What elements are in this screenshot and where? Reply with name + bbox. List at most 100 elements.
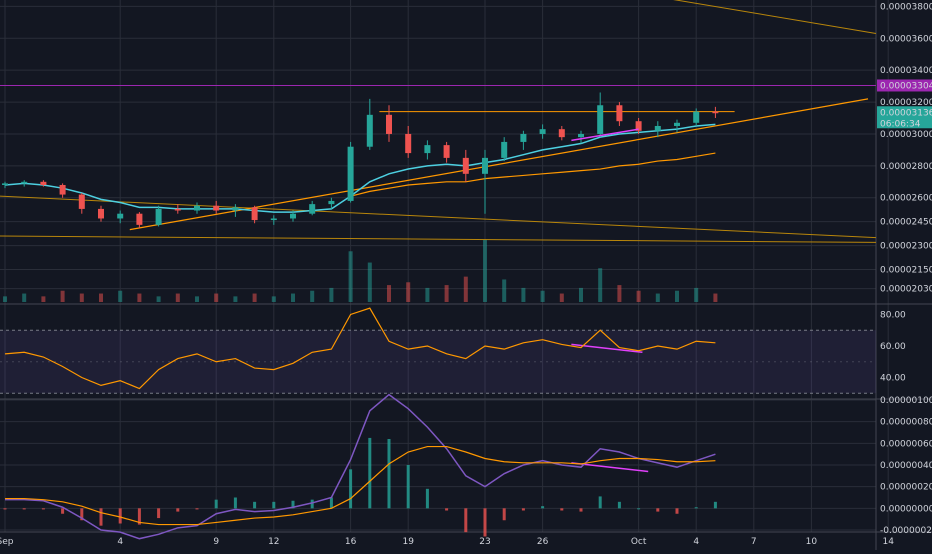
candle-body: [78, 194, 85, 209]
macd-histogram-bar: [272, 501, 276, 509]
macd-histogram-bar: [464, 508, 468, 533]
candle-body: [616, 105, 623, 122]
volume-bar: [502, 279, 507, 302]
candle-body: [539, 129, 546, 134]
rsi-tick-label: 80.00: [880, 310, 906, 320]
candle-body: [328, 200, 335, 205]
candle-body: [21, 181, 28, 184]
volume-bar: [521, 287, 526, 302]
candle-body: [597, 105, 604, 134]
candle-body: [194, 205, 200, 211]
volume-bar: [348, 251, 353, 302]
macd-histogram-bar: [310, 499, 314, 509]
candle-body: [386, 114, 392, 134]
macd-histogram-bar: [118, 508, 122, 524]
macd-histogram-bar: [637, 508, 641, 510]
macd-tick-label: 0.00000000: [880, 504, 932, 514]
x-axis-label: Oct: [631, 537, 647, 547]
candle-body: [674, 122, 680, 126]
volume-bar: [579, 287, 583, 302]
volume-bar: [540, 290, 545, 302]
volume-bar: [367, 262, 372, 302]
candle-body: [462, 157, 469, 174]
candle-body: [347, 146, 354, 201]
macd-histogram-bar: [406, 465, 410, 509]
volume-bar: [598, 268, 603, 302]
candle-body: [693, 111, 700, 123]
candle-body: [2, 183, 8, 185]
candle-body: [98, 208, 104, 219]
price-tick-label: 0.00003800: [880, 2, 932, 12]
x-axis-label: 12: [268, 537, 279, 547]
volume-bar: [195, 296, 199, 302]
macd-histogram-bar: [387, 439, 391, 509]
macd-tick-label: 0.00000020: [880, 483, 932, 493]
candle-body: [290, 213, 296, 219]
volume-bar: [79, 293, 84, 302]
candle-body: [520, 133, 527, 142]
macd-histogram-bar: [214, 499, 218, 509]
macd-histogram-bar: [99, 508, 103, 526]
volume-bar: [425, 287, 430, 302]
volume-bar: [214, 293, 219, 302]
macd-histogram-bar: [195, 508, 199, 510]
macd-histogram-bar: [579, 508, 583, 512]
price-tick-label: 0.00002800: [880, 162, 932, 172]
volume-bar: [463, 276, 468, 302]
price-tick-label: 0.00003200: [880, 98, 932, 108]
long-moving-average: [350, 152, 716, 197]
macd-histogram-bar: [368, 437, 372, 509]
volume-bar: [233, 296, 238, 302]
macd-histogram-bar: [502, 508, 506, 521]
macd-histogram-bar: [521, 508, 525, 511]
macd-tick-label: -0.00000020: [880, 526, 932, 536]
x-axis-label: Sep: [0, 537, 14, 547]
macd-histogram-bar: [329, 497, 333, 509]
volume-bar: [636, 290, 641, 302]
volume-bar: [99, 293, 103, 302]
macd-histogram-bar: [617, 501, 621, 509]
macd-histogram-bar: [445, 508, 449, 511]
x-axis-label: 16: [345, 537, 357, 547]
volume-bar: [137, 293, 142, 302]
x-axis-label: 23: [479, 537, 490, 547]
rsi-tick-label: 60.00: [880, 342, 906, 352]
candle-body: [309, 204, 316, 214]
macd-histogram-bar: [560, 508, 564, 511]
macd-histogram-bar: [598, 496, 602, 509]
rsi-line: [4, 307, 716, 390]
macd-histogram-bar: [253, 501, 257, 509]
candle-body: [501, 141, 508, 158]
macd-histogram-bar: [22, 508, 26, 510]
macd-histogram-bar: [41, 508, 45, 510]
macd-tick-label: 0.00000060: [880, 439, 932, 449]
macd-histogram-bar: [541, 506, 545, 509]
price-tick-label: 0.00003600: [880, 34, 932, 44]
macd-histogram-bar: [483, 508, 487, 537]
channel-line-bottom: [0, 235, 877, 243]
x-axis-label: 14: [882, 537, 894, 547]
macd-histogram-bar: [157, 508, 161, 519]
volume-bar: [444, 285, 449, 302]
candle-body: [424, 145, 431, 154]
volume-bar: [387, 285, 391, 302]
volume-bar: [483, 240, 487, 302]
macd-line: [5, 393, 716, 540]
candle-body: [232, 207, 239, 211]
volume-bar: [118, 290, 123, 302]
macd-histogram-bar: [137, 508, 141, 525]
candle-body: [251, 207, 258, 221]
price-tick-label: 0.00002300: [880, 242, 932, 252]
price-level-tag-text: 0.00003304: [880, 81, 932, 91]
volume-bar: [41, 296, 46, 302]
volume-bar: [156, 296, 161, 302]
last-price-tag: [877, 106, 932, 129]
macd-histogram-bar: [675, 508, 679, 514]
volume-bar: [559, 293, 564, 302]
candle-body: [712, 111, 719, 114]
volume-bar: [310, 290, 315, 302]
macd-histogram-bar: [425, 488, 429, 509]
